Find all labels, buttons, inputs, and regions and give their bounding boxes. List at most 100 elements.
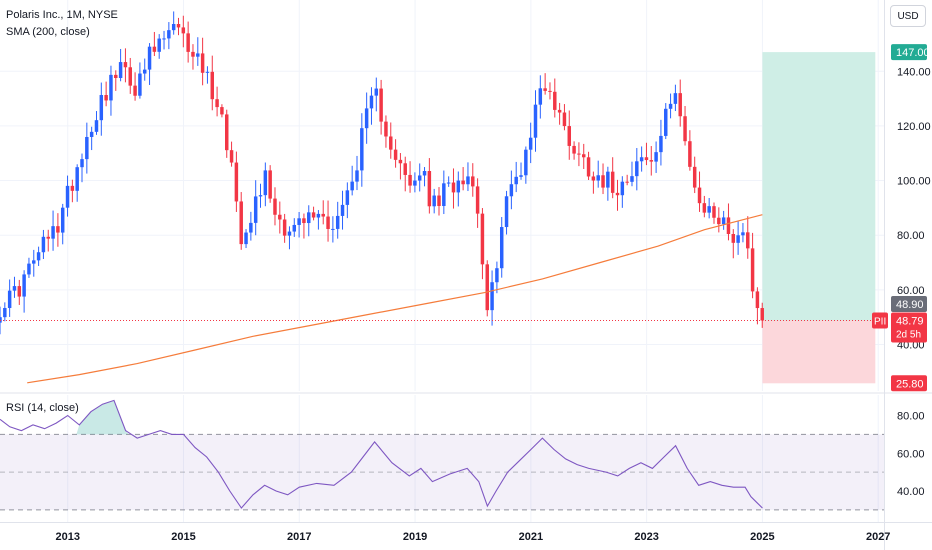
candle-body <box>109 74 113 101</box>
rsi-band <box>0 433 884 511</box>
rsi-tick-label: 80.00 <box>897 411 925 423</box>
candle-body <box>51 226 55 239</box>
candle <box>89 126 94 151</box>
candle <box>422 167 427 187</box>
candle <box>504 190 509 235</box>
candle <box>80 153 84 183</box>
candle <box>389 122 393 159</box>
candle <box>340 190 345 230</box>
y-tick-label: 80.00 <box>897 230 925 242</box>
candle-body <box>287 231 292 236</box>
candle <box>596 160 600 188</box>
candle-body <box>297 218 301 225</box>
candle <box>123 48 128 83</box>
candle <box>12 276 17 298</box>
last-price-badge: PII 48.79 2d 5h <box>872 312 927 343</box>
loss-zone <box>762 320 876 384</box>
rsi-overbought-fill <box>76 400 129 435</box>
candle-body <box>495 268 499 283</box>
candle <box>258 183 263 208</box>
candle <box>369 87 374 125</box>
candle <box>75 164 79 202</box>
candle <box>413 172 417 193</box>
candle <box>461 167 465 191</box>
candle-body <box>403 163 407 175</box>
target-price-badge-text: 147.00 <box>896 47 930 59</box>
candle <box>635 148 639 191</box>
candle-body <box>630 176 634 182</box>
candle <box>625 174 629 186</box>
candle-body <box>659 135 663 153</box>
sma-value-badge: 48.90 <box>891 296 927 312</box>
candle-body <box>485 264 489 311</box>
candle-body <box>335 215 340 229</box>
candle <box>591 171 596 194</box>
candle-body <box>480 213 485 265</box>
candle <box>446 176 451 187</box>
candle-body <box>253 196 258 223</box>
candle <box>533 90 538 152</box>
ticker-tag-bg <box>872 312 888 329</box>
candle <box>364 92 369 144</box>
currency-button[interactable]: USD <box>890 5 926 27</box>
candle <box>697 171 702 212</box>
sma-legend[interactable]: SMA (200, close) <box>6 26 90 38</box>
candle <box>196 37 200 66</box>
candle-body <box>726 217 731 234</box>
candle-body <box>282 219 287 236</box>
candle-body <box>200 53 205 73</box>
candle-body <box>152 46 157 52</box>
candle <box>65 175 70 217</box>
countdown-text: 2d 5h <box>896 329 921 340</box>
candle-body <box>437 195 441 207</box>
candle-body <box>519 175 523 177</box>
y-tick-label: 120.00 <box>897 121 931 133</box>
candle-body <box>553 91 557 110</box>
candle-body <box>654 152 658 162</box>
long-position-tool <box>762 52 876 384</box>
stop-price-badge-bg <box>891 375 927 392</box>
candle <box>514 161 518 193</box>
candle-body <box>171 24 176 31</box>
rsi-line <box>0 399 763 509</box>
candle-body <box>417 175 422 181</box>
candle-body <box>413 180 417 186</box>
candle-body <box>350 181 354 191</box>
candle <box>307 205 311 237</box>
candle <box>427 158 432 214</box>
candle <box>451 168 456 209</box>
candle <box>408 161 412 193</box>
candle-body <box>755 291 760 309</box>
rsi-tick-label: 60.00 <box>897 448 925 460</box>
symbol-title[interactable]: Polaris Inc., 1M, NYSE <box>6 9 118 21</box>
candle-body <box>364 108 369 129</box>
candle <box>22 270 26 313</box>
candle-body <box>210 71 215 100</box>
sma-200-line <box>27 214 763 384</box>
candle-body <box>466 176 470 185</box>
candle-body <box>17 286 22 297</box>
candle-body <box>12 286 17 291</box>
candle-body <box>408 174 412 186</box>
candle-body <box>273 198 277 215</box>
candle-body <box>215 99 219 108</box>
candle <box>249 211 253 241</box>
candle-body <box>167 30 171 39</box>
candle-body <box>196 53 200 57</box>
last-price-bg <box>891 312 927 343</box>
sma-line-group <box>27 214 763 384</box>
candle <box>244 229 248 249</box>
candle <box>437 187 441 216</box>
candle-body <box>263 170 268 196</box>
x-tick-label: 2015 <box>171 531 195 543</box>
rsi-legend[interactable]: RSI (14, close) <box>6 402 79 414</box>
candle-body <box>427 171 432 207</box>
candle-body <box>345 190 350 205</box>
candle-body <box>249 222 253 233</box>
candle <box>176 17 181 36</box>
candle <box>548 82 552 100</box>
candle <box>99 82 104 136</box>
candle-body <box>514 176 518 185</box>
candle <box>41 229 46 260</box>
